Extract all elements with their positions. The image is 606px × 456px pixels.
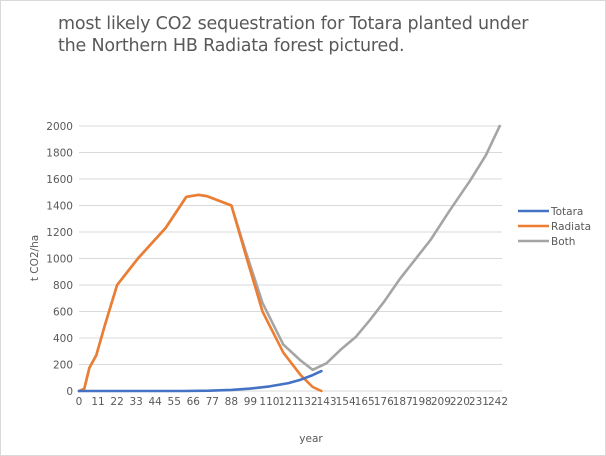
chart-title-line-2: the Northern HB Radiata forest pictured. [58, 36, 405, 56]
legend-item-both: Both [518, 236, 575, 248]
x-tick-label: 11 [91, 396, 104, 408]
legend-item-radiata: Radiata [518, 221, 591, 233]
x-tick-label: 22 [110, 396, 123, 408]
chart-title-line-1: most likely CO2 sequestration for Totara… [58, 14, 529, 34]
legend-label: Radiata [551, 221, 591, 233]
y-tick-label: 400 [53, 333, 73, 345]
y-tick-label: 1400 [46, 201, 73, 213]
legend-item-totara: Totara [518, 206, 583, 218]
y-tick-label: 800 [53, 280, 73, 292]
series-line-totara [77, 369, 323, 393]
series-line-radiata [77, 193, 323, 393]
x-tick-label: 220 [450, 396, 470, 408]
x-tick-label: 187 [393, 396, 413, 408]
x-axis-ticks: 0 11 22 33 44 55 66 77 88 99 110121132143154165176… [76, 396, 508, 408]
x-tick-label: 88 [225, 396, 238, 408]
legend-label: Totara [550, 206, 583, 218]
y-tick-label: 600 [53, 307, 73, 319]
x-tick-label: 154 [336, 396, 356, 408]
x-tick-label: 33 [129, 396, 142, 408]
x-tick-label: 132 [298, 396, 318, 408]
y-tick-label: 1000 [46, 254, 73, 266]
x-tick-label: 143 [317, 396, 337, 408]
y-tick-label: 1600 [46, 174, 73, 186]
y-axis-title: t CO2/ha [29, 235, 41, 281]
x-axis-title: year [299, 433, 323, 445]
x-tick-label: 242 [488, 396, 508, 408]
x-tick-label: 176 [374, 396, 394, 408]
x-tick-label: 198 [412, 396, 432, 408]
x-tick-label: 0 [76, 396, 83, 408]
legend: Totara Radiata Both [518, 206, 591, 248]
x-tick-label: 121 [278, 396, 298, 408]
x-tick-label: 209 [431, 396, 451, 408]
gridlines [79, 125, 502, 365]
legend-label: Both [551, 236, 575, 248]
chart-title: most likely CO2 sequestration for Totara… [58, 13, 578, 57]
x-tick-label: 55 [168, 396, 181, 408]
x-tick-label: 165 [355, 396, 375, 408]
y-tick-label: 1800 [46, 148, 73, 160]
y-tick-label: 2000 [46, 121, 73, 133]
y-axis-ticks: 0 200 400 600 800 1000 1200 1400 1600 1800 2000 [46, 121, 73, 398]
x-tick-label: 77 [206, 396, 219, 408]
y-tick-label: 1200 [46, 227, 73, 239]
x-tick-label: 44 [148, 396, 162, 408]
series-lines [77, 124, 501, 393]
x-tick-label: 231 [469, 396, 489, 408]
x-tick-label: 66 [187, 396, 201, 408]
y-tick-label: 0 [66, 386, 73, 398]
x-tick-label: 110 [259, 396, 279, 408]
x-tick-label: 99 [244, 396, 257, 408]
y-tick-label: 200 [53, 360, 73, 372]
